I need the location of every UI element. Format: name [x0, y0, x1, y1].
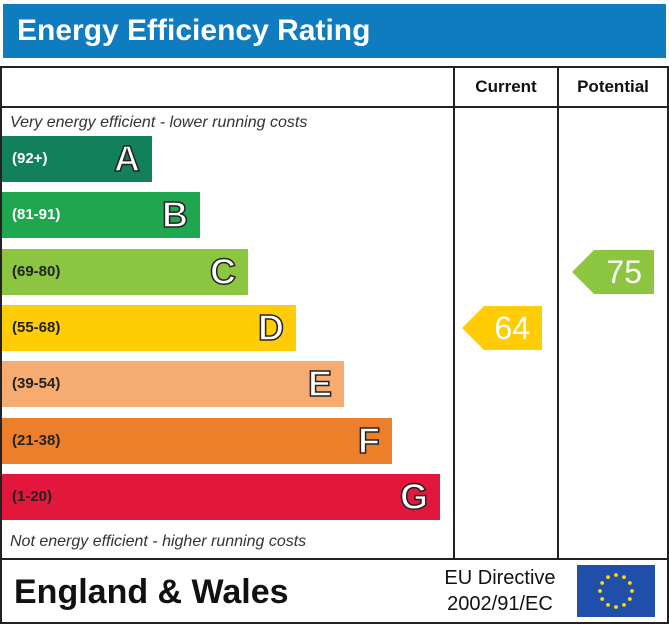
- directive-line-2: 2002/91/EC: [447, 593, 553, 615]
- eu-flag-icon: [577, 565, 655, 617]
- band-letter: B: [161, 194, 189, 237]
- band-range-label: (69-80): [12, 262, 61, 280]
- top-note: Very energy efficient - lower running co…: [10, 114, 308, 131]
- eu-star-icon: [630, 589, 634, 593]
- eu-star-icon: [627, 597, 632, 601]
- band-range-label: (21-38): [12, 431, 61, 449]
- eu-star-icon: [600, 581, 605, 585]
- eu-star-icon: [614, 573, 618, 577]
- band-c: (69-80) C: [2, 248, 248, 295]
- bottom-note: Not energy efficient - higher running co…: [10, 533, 307, 550]
- band-letter: E: [307, 362, 333, 405]
- directive-line-1: EU Directive: [444, 567, 556, 589]
- eu-star-icon: [622, 575, 626, 580]
- eu-star-icon: [606, 602, 610, 607]
- band-range-label: (39-54): [12, 375, 61, 393]
- footer-row-divider: [0, 558, 669, 560]
- eu-star-icon: [614, 605, 618, 609]
- band-letter: F: [357, 419, 381, 462]
- column-header-potential: Potential: [577, 77, 649, 96]
- current-rating-value: 64: [494, 309, 530, 346]
- eu-star-icon: [598, 589, 602, 593]
- band-letter: D: [257, 306, 285, 349]
- band-a: (92+) A: [2, 136, 152, 182]
- column-header-current: Current: [475, 77, 537, 96]
- band-f: (21-38) F: [2, 417, 392, 464]
- band-range-label: (1-20): [12, 487, 53, 505]
- header-bar: Energy Efficiency Rating: [3, 4, 666, 58]
- band-range-label: (81-91): [12, 206, 61, 224]
- band-range-label: (55-68): [12, 318, 61, 336]
- eu-star-icon: [606, 575, 610, 580]
- current-pointer-shape: [462, 305, 542, 350]
- band-e: (39-54) E: [2, 361, 344, 408]
- column-divider-current: [453, 66, 455, 560]
- band-d: (55-68) D: [2, 304, 296, 351]
- eu-star-icon: [622, 602, 626, 607]
- column-divider-potential: [557, 66, 559, 560]
- band-letter: C: [209, 250, 237, 293]
- band-range-label: (92+): [12, 150, 48, 167]
- potential-rating-value: 75: [606, 253, 642, 290]
- band-letter: A: [113, 137, 141, 180]
- band-b: (81-91) B: [2, 192, 200, 239]
- rating-table: [0, 66, 669, 624]
- band-letter: G: [399, 475, 429, 518]
- potential-rating-pointer: 75: [572, 249, 654, 294]
- page-title: Energy Efficiency Rating: [17, 14, 371, 47]
- current-rating-pointer: 64: [462, 305, 542, 350]
- potential-pointer-shape: [572, 249, 654, 294]
- eu-star-icon: [600, 597, 605, 601]
- eu-star-icon: [627, 581, 632, 585]
- band-g: (1-20) G: [2, 473, 440, 520]
- region-title: England & Wales: [14, 573, 289, 611]
- header-row-divider: [0, 106, 669, 108]
